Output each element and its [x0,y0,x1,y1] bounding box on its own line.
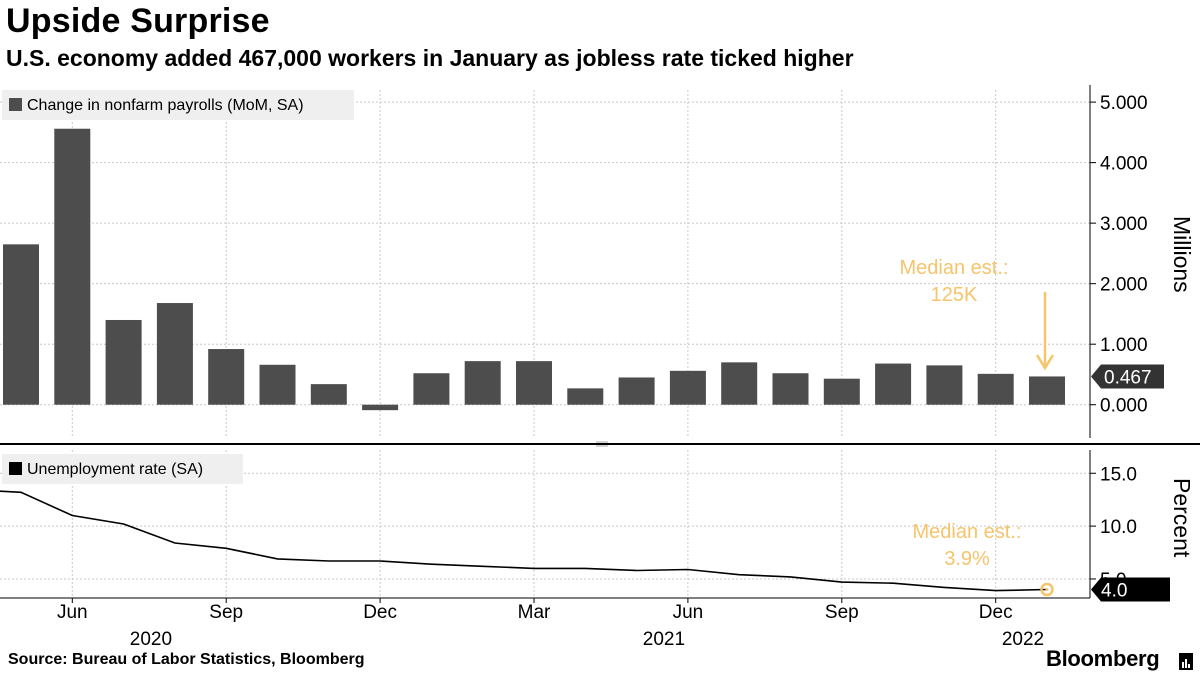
x-tick-label: Dec [979,602,1013,623]
y-tick-label: 15.0 [1100,464,1137,485]
bar [310,384,347,405]
bar [156,303,193,405]
x-tick-label: Jun [673,602,704,623]
bar [208,349,245,405]
legend-label: Unemployment rate (SA) [27,461,203,478]
y-tick-label: 2.000 [1100,275,1148,296]
bar [516,361,552,405]
y-tick-label: 5.000 [1100,93,1148,114]
y-tick-label: 10.0 [1100,517,1137,538]
bar [362,404,399,411]
bar [669,370,706,405]
brand-logo-text: Bloomberg [1046,646,1160,671]
last-value-label: 0.467 [1104,367,1152,388]
last-value-flag [1091,364,1164,389]
bar [259,364,296,405]
bar [413,373,450,405]
x-tick-label: Sep [209,602,243,623]
y-tick-label: 3.000 [1100,214,1148,235]
bar [1029,376,1065,405]
x-tick-label: Jun [57,602,88,623]
median-estimate-marker-dot [1045,588,1049,592]
legend-swatch [9,98,22,111]
bar [567,388,604,405]
bar [464,361,501,405]
y-tick-label: 4.000 [1100,154,1148,175]
x-year-label: 2020 [130,629,172,650]
y-axis-title: Millions [1169,216,1195,293]
y-axis-title: Percent [1169,478,1195,558]
annotation-text: Median est.: [913,521,1022,543]
legend-box [2,454,243,484]
chart-subtitle: U.S. economy added 467,000 workers in Ja… [6,45,854,71]
source-note: Source: Bureau of Labor Statistics, Bloo… [8,651,365,668]
annotation-text: Median est.: [900,257,1009,279]
bar [875,363,912,405]
legend-swatch [9,462,22,475]
bar [721,362,758,405]
legend-label: Change in nonfarm payrolls (MoM, SA) [27,97,304,114]
legend-box [2,90,354,120]
annotation-text: 3.9% [944,548,990,570]
x-tick-label: Sep [825,602,859,623]
y-tick-label: 1.000 [1100,335,1148,356]
last-value-flag [1091,577,1170,602]
terminal-icon [1179,653,1193,670]
x-year-label: 2022 [1002,629,1044,650]
bar [823,378,860,405]
y-tick-label: 0.000 [1100,396,1148,417]
x-year-label: 2021 [643,629,685,650]
bar [54,128,91,405]
bar [772,373,809,405]
x-tick-label: Mar [518,602,551,623]
bar [618,377,655,405]
bar [105,319,142,405]
annotation-text: 125K [931,284,978,306]
bar [3,244,39,405]
last-value-label: 4.0 [1101,581,1127,602]
chart-title: Upside Surprise [6,2,270,40]
x-tick-label: Dec [363,602,397,623]
bar [977,373,1014,405]
median-estimate-marker [1040,582,1054,597]
bar [926,365,963,405]
annotation-arrowhead [1035,354,1055,371]
series-line [0,490,1048,592]
